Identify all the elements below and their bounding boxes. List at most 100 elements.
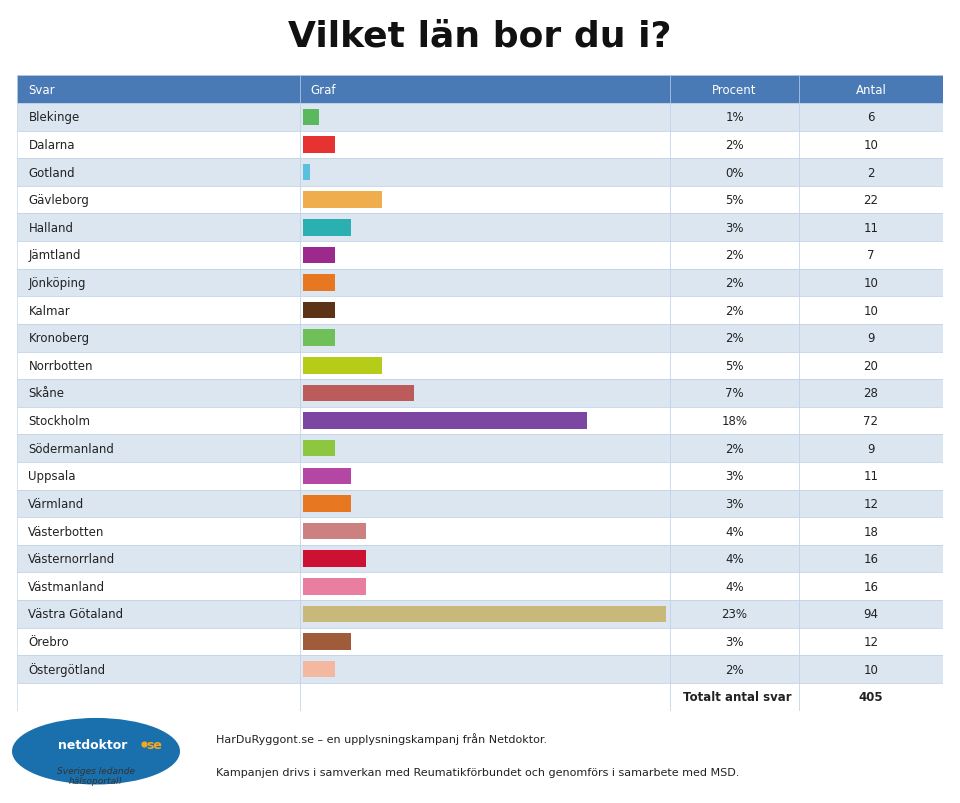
Text: Halland: Halland (29, 222, 73, 234)
Text: 20: 20 (864, 360, 878, 373)
Text: Jämtland: Jämtland (29, 249, 81, 262)
FancyBboxPatch shape (670, 435, 800, 463)
Text: Stockholm: Stockholm (29, 414, 90, 427)
Text: 10: 10 (864, 139, 878, 152)
FancyBboxPatch shape (670, 683, 800, 711)
FancyBboxPatch shape (17, 545, 300, 573)
Text: Kalmar: Kalmar (29, 304, 70, 317)
Text: Graf: Graf (311, 84, 336, 96)
Text: 405: 405 (858, 691, 883, 703)
Text: 3%: 3% (725, 497, 744, 510)
FancyBboxPatch shape (303, 440, 335, 457)
FancyBboxPatch shape (800, 490, 943, 518)
FancyBboxPatch shape (800, 242, 943, 269)
Text: Totalt antal svar: Totalt antal svar (684, 691, 792, 703)
FancyBboxPatch shape (303, 468, 350, 484)
FancyBboxPatch shape (670, 573, 800, 601)
FancyBboxPatch shape (303, 275, 335, 291)
FancyBboxPatch shape (300, 407, 670, 435)
Text: 94: 94 (863, 608, 878, 621)
FancyBboxPatch shape (800, 76, 943, 104)
FancyBboxPatch shape (670, 104, 800, 132)
FancyBboxPatch shape (300, 601, 670, 628)
FancyBboxPatch shape (300, 435, 670, 463)
FancyBboxPatch shape (300, 297, 670, 324)
FancyBboxPatch shape (300, 132, 670, 159)
FancyBboxPatch shape (800, 435, 943, 463)
FancyBboxPatch shape (17, 76, 300, 104)
Text: se: se (146, 738, 162, 752)
FancyBboxPatch shape (800, 628, 943, 655)
Text: Kronoberg: Kronoberg (29, 332, 89, 344)
Text: Uppsala: Uppsala (29, 470, 76, 483)
FancyBboxPatch shape (303, 385, 414, 402)
Text: 18%: 18% (722, 414, 748, 427)
Text: Kampanjen drivs i samverkan med Reumatikförbundet och genomförs i samarbete med : Kampanjen drivs i samverkan med Reumatik… (216, 768, 739, 777)
Text: 10: 10 (864, 277, 878, 290)
FancyBboxPatch shape (670, 463, 800, 490)
FancyBboxPatch shape (303, 551, 367, 567)
FancyBboxPatch shape (800, 380, 943, 407)
Text: 1%: 1% (725, 111, 744, 124)
FancyBboxPatch shape (800, 186, 943, 214)
Text: 9: 9 (867, 442, 875, 455)
FancyBboxPatch shape (17, 380, 300, 407)
Text: Västra Götaland: Västra Götaland (29, 608, 124, 621)
FancyBboxPatch shape (17, 407, 300, 435)
FancyBboxPatch shape (670, 380, 800, 407)
FancyBboxPatch shape (300, 352, 670, 380)
Text: Södermanland: Södermanland (29, 442, 114, 455)
FancyBboxPatch shape (800, 407, 943, 435)
Text: 3%: 3% (725, 470, 744, 483)
FancyBboxPatch shape (300, 683, 670, 711)
FancyBboxPatch shape (300, 214, 670, 242)
Text: 10: 10 (864, 662, 878, 676)
Text: 5%: 5% (725, 360, 744, 373)
Text: Västernorrland: Västernorrland (29, 552, 115, 565)
Text: 7: 7 (867, 249, 875, 262)
Text: 22: 22 (863, 194, 878, 207)
FancyBboxPatch shape (670, 186, 800, 214)
FancyBboxPatch shape (670, 490, 800, 518)
FancyBboxPatch shape (17, 104, 300, 132)
Text: 3%: 3% (725, 222, 744, 234)
FancyBboxPatch shape (303, 137, 335, 153)
FancyBboxPatch shape (800, 573, 943, 601)
FancyBboxPatch shape (17, 683, 300, 711)
Text: 28: 28 (864, 387, 878, 400)
Text: netdoktor: netdoktor (58, 738, 127, 752)
Text: 9: 9 (867, 332, 875, 344)
FancyBboxPatch shape (303, 109, 319, 126)
FancyBboxPatch shape (670, 269, 800, 297)
Text: 4%: 4% (725, 552, 744, 565)
FancyBboxPatch shape (670, 628, 800, 655)
FancyBboxPatch shape (800, 159, 943, 186)
Text: Gotland: Gotland (29, 166, 75, 179)
Text: Vilket län bor du i?: Vilket län bor du i? (288, 19, 672, 54)
FancyBboxPatch shape (800, 324, 943, 352)
FancyBboxPatch shape (303, 330, 335, 347)
FancyBboxPatch shape (300, 242, 670, 269)
FancyBboxPatch shape (300, 573, 670, 601)
Text: Värmland: Värmland (29, 497, 84, 510)
FancyBboxPatch shape (300, 324, 670, 352)
Text: 18: 18 (864, 525, 878, 538)
Ellipse shape (12, 718, 180, 785)
Text: Blekinge: Blekinge (29, 111, 80, 124)
Text: 4%: 4% (725, 525, 744, 538)
FancyBboxPatch shape (303, 578, 367, 595)
Text: 0%: 0% (725, 166, 744, 179)
FancyBboxPatch shape (800, 463, 943, 490)
Text: 5%: 5% (725, 194, 744, 207)
FancyBboxPatch shape (670, 214, 800, 242)
Text: 2%: 2% (725, 249, 744, 262)
Text: 2%: 2% (725, 332, 744, 344)
FancyBboxPatch shape (17, 159, 300, 186)
Text: Östergötland: Östergötland (29, 662, 106, 676)
FancyBboxPatch shape (800, 601, 943, 628)
FancyBboxPatch shape (670, 242, 800, 269)
Text: 72: 72 (863, 414, 878, 427)
FancyBboxPatch shape (300, 518, 670, 545)
FancyBboxPatch shape (17, 186, 300, 214)
FancyBboxPatch shape (303, 413, 588, 430)
